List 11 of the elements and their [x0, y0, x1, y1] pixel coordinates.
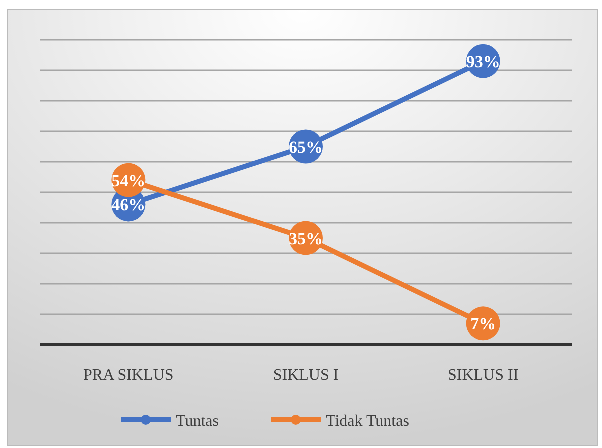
- x-tick-label: SIKLUS I: [273, 367, 339, 384]
- data-label: 7%: [470, 314, 496, 334]
- data-label: 46%: [112, 196, 146, 215]
- legend-label: Tidak Tuntas: [326, 413, 410, 430]
- legend-label: Tuntas: [176, 413, 219, 430]
- x-tick-label: SIKLUS II: [448, 367, 519, 384]
- data-label: 54%: [112, 171, 146, 190]
- data-label: 65%: [289, 138, 323, 157]
- data-label: 93%: [466, 52, 500, 72]
- data-label: 35%: [289, 229, 323, 248]
- x-tick-label: PRA SIKLUS: [84, 367, 174, 384]
